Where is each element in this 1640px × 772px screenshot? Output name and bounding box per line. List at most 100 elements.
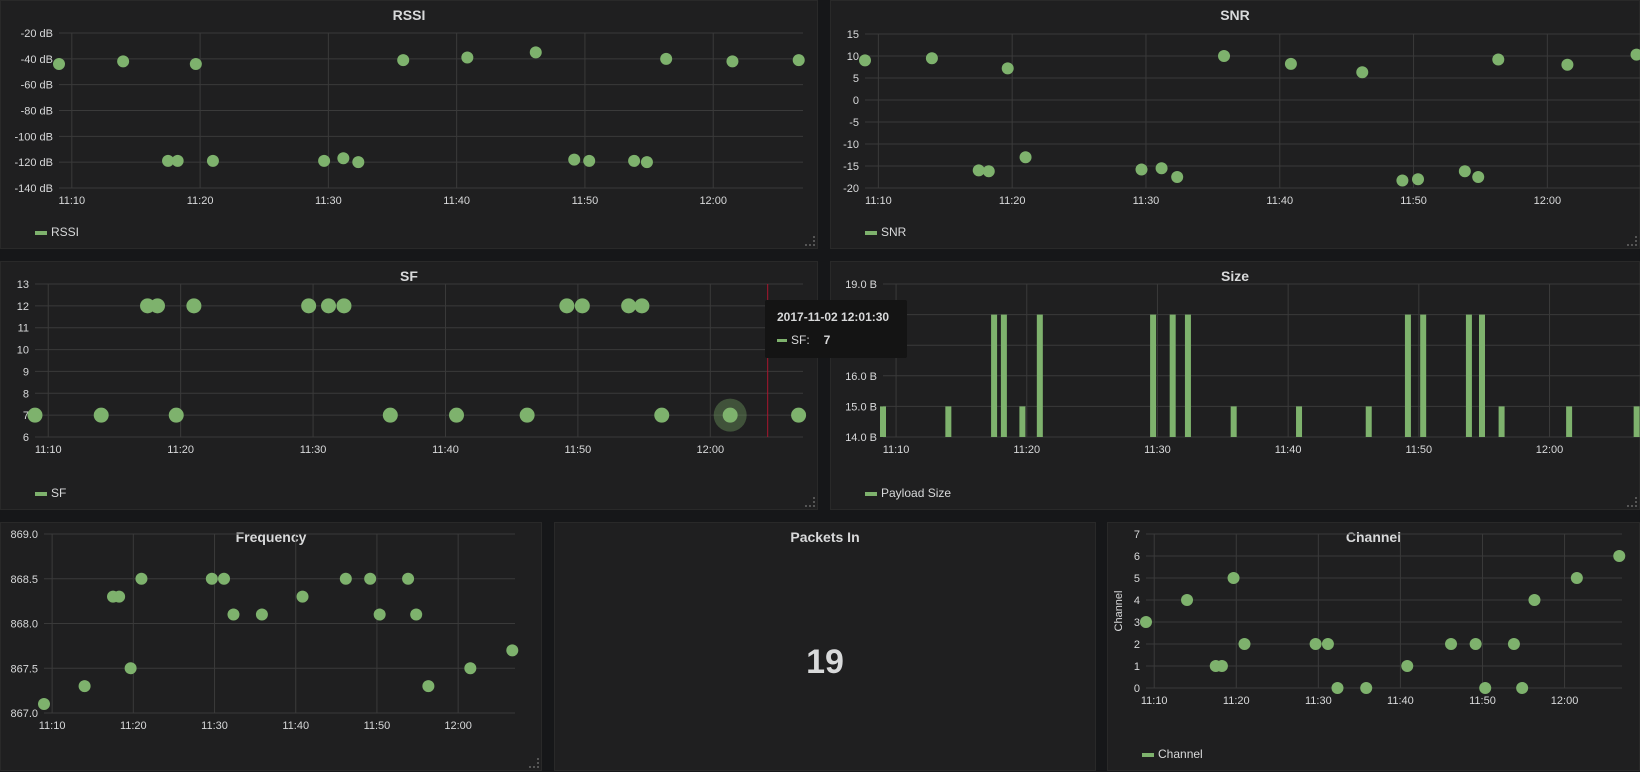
data-point [1140, 616, 1152, 628]
y-tick-label: -20 [843, 183, 859, 195]
data-point [296, 590, 309, 603]
y-tick-label: 11 [18, 323, 29, 335]
data-point [53, 58, 65, 70]
packets-in-panel: Packets In 19 [554, 522, 1096, 771]
data-point [1218, 50, 1231, 62]
data-point [364, 572, 377, 585]
legend-swatch [35, 491, 47, 496]
y-tick-label: -40 dB [21, 54, 53, 66]
x-tick-label: 11:10 [865, 195, 892, 207]
panel-title[interactable]: Frequency [235, 529, 307, 545]
x-tick-label: 11:10 [1141, 695, 1168, 707]
bar [1036, 314, 1043, 437]
y-tick-label: -140 dB [14, 183, 53, 195]
panel-title[interactable]: SF [400, 268, 418, 284]
bar [1296, 406, 1303, 437]
data-point [318, 154, 331, 167]
resize-handle[interactable] [805, 236, 815, 246]
data-point [135, 572, 148, 585]
y-axis-label: Channel [1113, 591, 1125, 632]
data-point [1630, 48, 1640, 61]
legend-label: SF [51, 486, 67, 500]
data-point [583, 154, 596, 167]
data-point [1215, 660, 1228, 672]
rssi-panel: RSSI -20 dB -40 dB -60 dB -80 dB -100 dB -120… [0, 0, 818, 249]
data-point [373, 608, 386, 621]
data-point [634, 298, 650, 314]
bar [1498, 406, 1505, 437]
y-tick-label: 2 [1134, 639, 1140, 651]
x-tick-label: 11:10 [35, 444, 62, 456]
x-tick-label: 11:30 [315, 195, 342, 207]
legend-swatch [865, 491, 877, 496]
data-point [628, 154, 641, 167]
data-point [621, 298, 637, 314]
data-point [301, 298, 317, 314]
data-point [352, 156, 365, 169]
data-point [1181, 594, 1194, 606]
legend-swatch [35, 230, 47, 235]
data-point [792, 54, 805, 67]
y-tick-label: -100 dB [14, 131, 53, 143]
data-point [982, 165, 995, 178]
legend-item[interactable]: SF [35, 486, 66, 500]
panel-title[interactable]: Size [1220, 268, 1249, 284]
y-tick-label: 9 [23, 366, 29, 378]
x-tick-label: 11:50 [1405, 444, 1432, 456]
resize-handle[interactable] [805, 497, 815, 507]
data-point [568, 153, 581, 166]
bar [1420, 314, 1427, 437]
x-tick-label: 12:00 [699, 195, 727, 207]
data-point [1516, 682, 1529, 694]
legend-item[interactable]: Channel [1142, 747, 1203, 761]
resize-handle[interactable] [529, 758, 539, 768]
bar [1184, 314, 1191, 437]
data-point [559, 298, 575, 314]
data-point [461, 51, 474, 64]
legend-item[interactable]: RSSI [35, 225, 79, 239]
data-point [336, 298, 352, 314]
data-point [574, 298, 590, 314]
x-tick-label: 12:00 [1534, 195, 1562, 207]
sf-chart[interactable]: 13 12 11 10 9 8 7 6 11:10 11:20 11:30 11:40 11:50 12:… [1, 262, 819, 511]
data-point [1479, 682, 1492, 694]
data-point [1445, 638, 1458, 650]
resize-handle[interactable] [1627, 497, 1637, 507]
bar [1169, 314, 1176, 437]
data-point [529, 46, 542, 59]
panel-title[interactable]: Packets In [790, 529, 860, 545]
data-point [1171, 171, 1184, 183]
bar [1633, 406, 1640, 437]
legend-label: Channel [1158, 747, 1203, 761]
bar [880, 406, 886, 437]
y-tick-label: 8 [23, 388, 29, 400]
resize-handle[interactable] [1627, 236, 1637, 246]
panel-title[interactable]: Channel [1345, 529, 1402, 545]
data-point [255, 608, 268, 621]
tooltip-label: SF: [791, 333, 810, 347]
y-tick-label: 868.0 [10, 619, 38, 631]
y-tick-label: -15 [843, 161, 859, 173]
data-point [339, 572, 352, 585]
panel-title[interactable]: SNR [1220, 7, 1250, 23]
bar [1150, 314, 1157, 437]
legend-item[interactable]: SNR [865, 225, 906, 239]
panel-title[interactable]: RSSI [392, 7, 426, 23]
data-point [519, 407, 535, 423]
x-tick-label: 11:30 [1305, 695, 1332, 707]
x-tick-label: 11:20 [187, 195, 214, 207]
bar [945, 406, 952, 437]
legend-label: Payload Size [881, 486, 952, 500]
data-point [402, 572, 415, 585]
y-tick-label: 15 [847, 29, 859, 41]
y-tick-label: 10 [17, 345, 29, 357]
data-point [1356, 66, 1369, 79]
y-tick-label: -5 [849, 117, 859, 129]
data-point [1135, 163, 1148, 176]
data-point [186, 298, 202, 314]
data-point [206, 154, 219, 167]
data-point [124, 662, 137, 675]
legend-item[interactable]: Payload Size [865, 486, 951, 500]
y-tick-label: 0 [853, 95, 859, 107]
hover-tooltip: 2017-11-02 12:01:30 SF: 7 [765, 300, 907, 358]
